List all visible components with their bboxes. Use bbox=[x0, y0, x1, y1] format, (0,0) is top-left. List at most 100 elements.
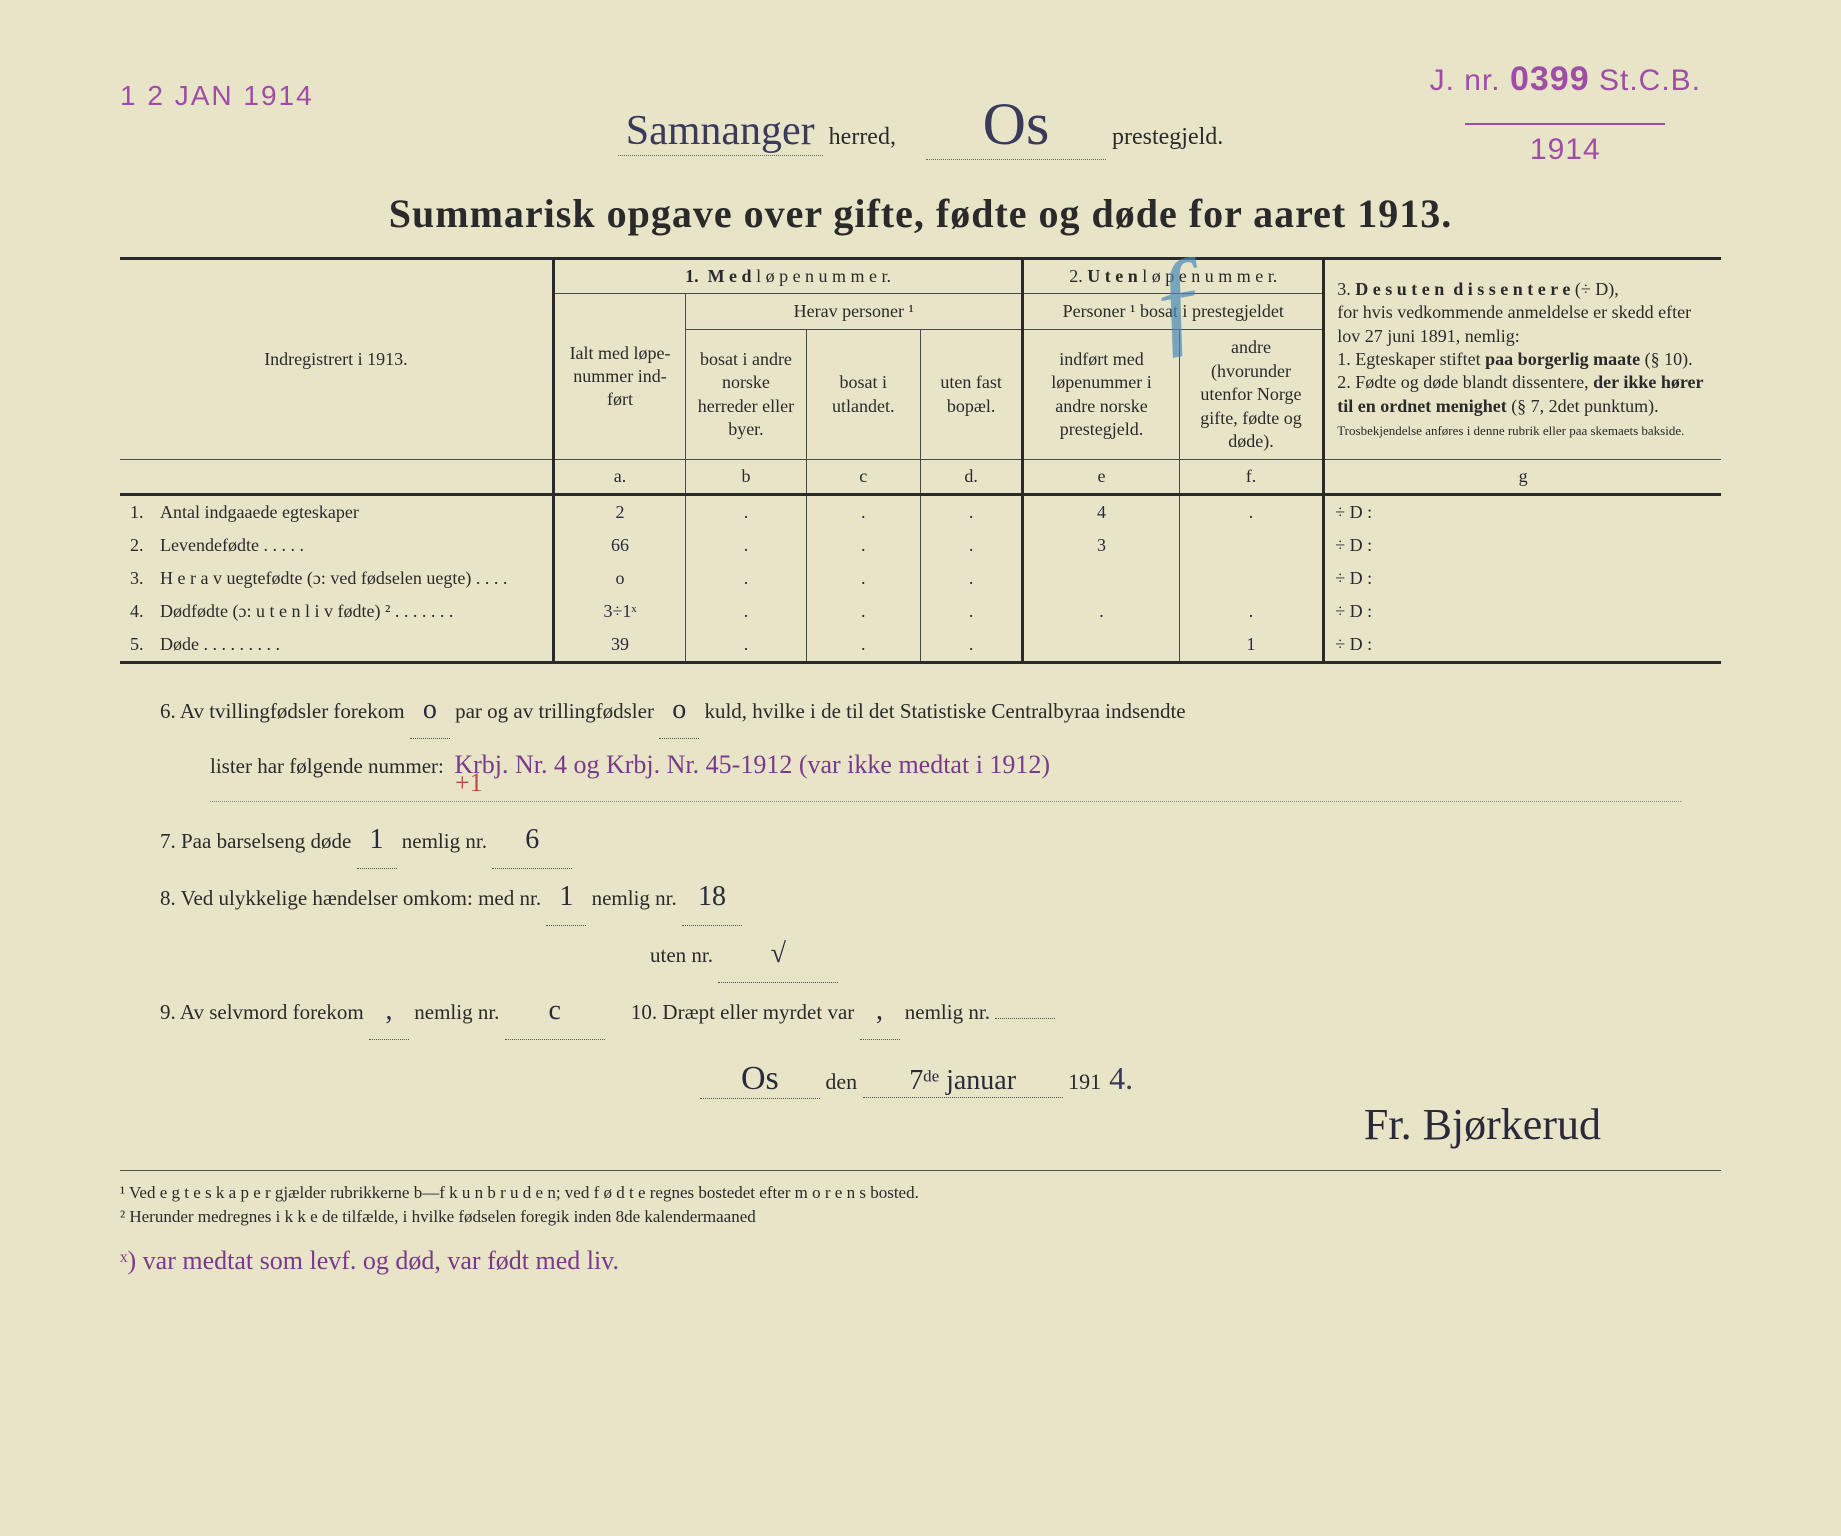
cell-c: . bbox=[806, 529, 920, 562]
cell-g: ÷ D : bbox=[1324, 495, 1721, 530]
row-num: 5. bbox=[130, 634, 160, 655]
col-f-header: andre (hvorunder utenfor Norge gifte, fø… bbox=[1179, 330, 1323, 460]
cell-d: . bbox=[920, 562, 1022, 595]
bottom-questions: 6. Av tvillingfødsler forekom o par og a… bbox=[120, 682, 1721, 1040]
letter-c: c bbox=[806, 460, 920, 495]
table-row: 5.Døde . . . . . . . . . 39 . . . 1 ÷ D … bbox=[120, 628, 1721, 663]
cell-b: . bbox=[686, 562, 806, 595]
journal-number: 0399 bbox=[1510, 60, 1590, 98]
cell-b: . bbox=[686, 529, 806, 562]
letter-e: e bbox=[1023, 460, 1179, 495]
q7-v1: 1 bbox=[357, 812, 397, 869]
q9-v2: c bbox=[505, 983, 605, 1040]
cell-c: . bbox=[806, 628, 920, 663]
table-row: 4.Dødfødte (ɔ: u t e n l i v fødte) ² . … bbox=[120, 595, 1721, 628]
signature-line: Os den 7ᵈᵉ januar 1914. bbox=[120, 1060, 1721, 1099]
journal-stamp: J. nr. 0399 St.C.B. 1914 bbox=[1430, 60, 1701, 167]
col-a-header: Ialt med løpe-nummer ind-ført bbox=[553, 294, 685, 460]
sig-year-prefix: 191 bbox=[1068, 1069, 1101, 1094]
row-num: 1. bbox=[130, 502, 160, 523]
cell-c: . bbox=[806, 495, 920, 530]
footnotes: ¹ Ved e g t e s k a p e r gjælder rubrik… bbox=[120, 1170, 1721, 1279]
cell-d: . bbox=[920, 495, 1022, 530]
q8-text-a: 8. Ved ulykkelige hændelser omkom: med n… bbox=[160, 886, 541, 910]
q8-v3: √ bbox=[718, 926, 838, 983]
footnote-hand: ˣ) var medtat som levf. og død, var født… bbox=[120, 1243, 1721, 1279]
row-label: Levendefødte . . . . . bbox=[160, 535, 304, 555]
row-label: H e r a v uegtefødte (ɔ: ved fødselen ue… bbox=[160, 568, 507, 588]
cell-g: ÷ D : bbox=[1324, 562, 1721, 595]
prestegjeld-label: prestegjeld. bbox=[1112, 124, 1223, 150]
q7-text-b: nemlig nr. bbox=[402, 829, 487, 853]
cell-e: 3 bbox=[1023, 529, 1179, 562]
cell-a: 39 bbox=[553, 628, 685, 663]
cell-f bbox=[1179, 529, 1323, 562]
cell-a: 2 bbox=[553, 495, 685, 530]
cell-e: 4 bbox=[1023, 495, 1179, 530]
cell-a: 66 bbox=[553, 529, 685, 562]
row-num: 3. bbox=[130, 568, 160, 589]
q8-v2: 18 bbox=[682, 869, 742, 926]
table-row: 2.Levendefødte . . . . . 66 . . . 3 ÷ D … bbox=[120, 529, 1721, 562]
q6-text-b: par og av trillingfødsler bbox=[455, 699, 654, 723]
herred-label: herred, bbox=[829, 124, 896, 150]
q8-text-b: nemlig nr. bbox=[592, 886, 677, 910]
cell-d: . bbox=[920, 595, 1022, 628]
herav-header: Herav personer ¹ bbox=[686, 294, 1023, 330]
cell-f bbox=[1179, 562, 1323, 595]
q8-text-c: uten nr. bbox=[650, 943, 713, 967]
cell-f: . bbox=[1179, 495, 1323, 530]
letter-a: a. bbox=[553, 460, 685, 495]
footnote-1: ¹ Ved e g t e s k a p e r gjælder rubrik… bbox=[120, 1181, 1721, 1205]
cell-g: ÷ D : bbox=[1324, 595, 1721, 628]
q6-text-c: kuld, hvilke i de til det Statistiske Ce… bbox=[704, 699, 1185, 723]
row-num: 4. bbox=[130, 601, 160, 622]
section2-sub: Personer ¹ bosat i prestegjeldet bbox=[1023, 294, 1324, 330]
cell-c: . bbox=[806, 562, 920, 595]
q6-kuld: o bbox=[659, 682, 699, 739]
cell-g: ÷ D : bbox=[1324, 628, 1721, 663]
q8-v1: 1 bbox=[546, 869, 586, 926]
left-header: Indregistrert i 1913. bbox=[120, 259, 553, 460]
sig-den: den bbox=[825, 1069, 857, 1094]
main-table: Indregistrert i 1913. 1. M e d l ø p e n… bbox=[120, 257, 1721, 664]
table-row: 3.H e r a v uegtefødte (ɔ: ved fødselen … bbox=[120, 562, 1721, 595]
letter-b: b bbox=[686, 460, 806, 495]
cell-a: o bbox=[553, 562, 685, 595]
cell-c: . bbox=[806, 595, 920, 628]
col-c-header: bosat i utlandet. bbox=[806, 330, 920, 460]
row-label: Døde . . . . . . . . . bbox=[160, 634, 280, 654]
journal-year: 1914 bbox=[1530, 133, 1601, 166]
q6-par: o bbox=[410, 682, 450, 739]
journal-suffix: St.C.B. bbox=[1599, 64, 1701, 97]
sig-place: Os bbox=[700, 1060, 820, 1099]
row-label: Antal indgaaede egteskaper bbox=[160, 502, 359, 522]
cell-e bbox=[1023, 628, 1179, 663]
cell-b: . bbox=[686, 628, 806, 663]
q10-v1: , bbox=[860, 983, 900, 1040]
q10-text-a: 10. Dræpt eller myrdet var bbox=[631, 1000, 854, 1024]
page-title: Summarisk opgave over gifte, fødte og dø… bbox=[120, 190, 1721, 237]
q6-handwritten: Krbj. Nr. 4 og Krbj. Nr. 45-1912 (var ik… bbox=[454, 750, 1050, 779]
section2-title: 2. U t e n l ø p e n u m m e r. bbox=[1023, 259, 1324, 294]
row-label: Dødfødte (ɔ: u t e n l i v fødte) ² . . … bbox=[160, 601, 453, 621]
signature: Fr. Bjørkerud bbox=[120, 1099, 1601, 1150]
col-b-header: bosat i andre norske herreder eller byer… bbox=[686, 330, 806, 460]
cell-e: . bbox=[1023, 595, 1179, 628]
table-row: 1.Antal indgaaede egteskaper 2 . . . 4 .… bbox=[120, 495, 1721, 530]
q6-text-d: lister har følgende nummer: bbox=[210, 754, 444, 778]
q7-text-a: 7. Paa barselseng døde bbox=[160, 829, 351, 853]
cell-g: ÷ D : bbox=[1324, 529, 1721, 562]
q9-text-a: 9. Av selvmord forekom bbox=[160, 1000, 364, 1024]
q10-v2 bbox=[995, 1018, 1055, 1019]
letter-g: g bbox=[1324, 460, 1721, 495]
cell-e bbox=[1023, 562, 1179, 595]
q9-v1: , bbox=[369, 983, 409, 1040]
col-e-header: indført med løpenummer i andre norske pr… bbox=[1023, 330, 1179, 460]
letter-f: f. bbox=[1179, 460, 1323, 495]
cell-b: . bbox=[686, 595, 806, 628]
cell-a: 3÷1ˣ bbox=[553, 595, 685, 628]
section1-title: 1. M e d l ø p e n u m m e r. bbox=[553, 259, 1022, 294]
footnote-2: ² Herunder medregnes i k k e de tilfælde… bbox=[120, 1205, 1721, 1229]
letter-d: d. bbox=[920, 460, 1022, 495]
